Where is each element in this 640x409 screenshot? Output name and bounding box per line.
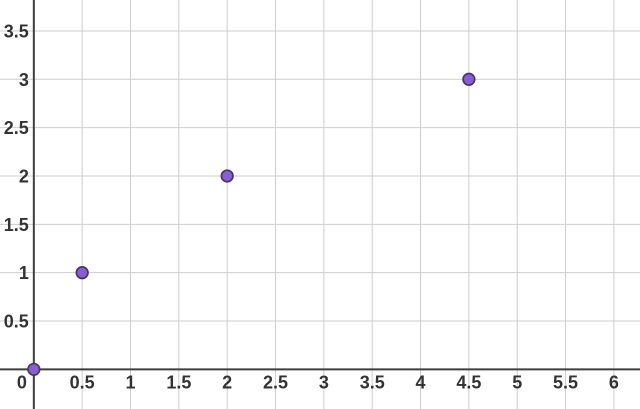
x-tick-label: 5.5 xyxy=(553,372,578,392)
x-tick-label: 6 xyxy=(609,372,619,392)
x-tick-label: 5 xyxy=(512,372,522,392)
y-tick-label: 1.5 xyxy=(4,215,29,235)
x-tick-label: 0.5 xyxy=(70,372,95,392)
x-tick-label: 4.5 xyxy=(456,372,481,392)
x-tick-label: 3 xyxy=(319,372,329,392)
y-tick-label: 2.5 xyxy=(4,118,29,138)
y-tick-label: 0.5 xyxy=(4,312,29,332)
x-tick-label: 0 xyxy=(17,372,27,392)
data-point[interactable] xyxy=(220,169,234,183)
y-tick-label: 2 xyxy=(19,166,29,186)
x-tick-label: 4 xyxy=(416,372,426,392)
x-tick-label: 3.5 xyxy=(360,372,385,392)
y-tick-label: 3.5 xyxy=(4,21,29,41)
x-tick-label: 2 xyxy=(222,372,232,392)
data-point[interactable] xyxy=(462,72,476,86)
y-tick-label: 1 xyxy=(19,263,29,283)
x-tick-label: 1 xyxy=(126,372,136,392)
x-tick-label: 2.5 xyxy=(263,372,288,392)
y-tick-label: 3 xyxy=(19,70,29,90)
data-point[interactable] xyxy=(75,266,89,280)
data-point[interactable] xyxy=(27,362,41,377)
x-tick-label: 1.5 xyxy=(166,372,191,392)
